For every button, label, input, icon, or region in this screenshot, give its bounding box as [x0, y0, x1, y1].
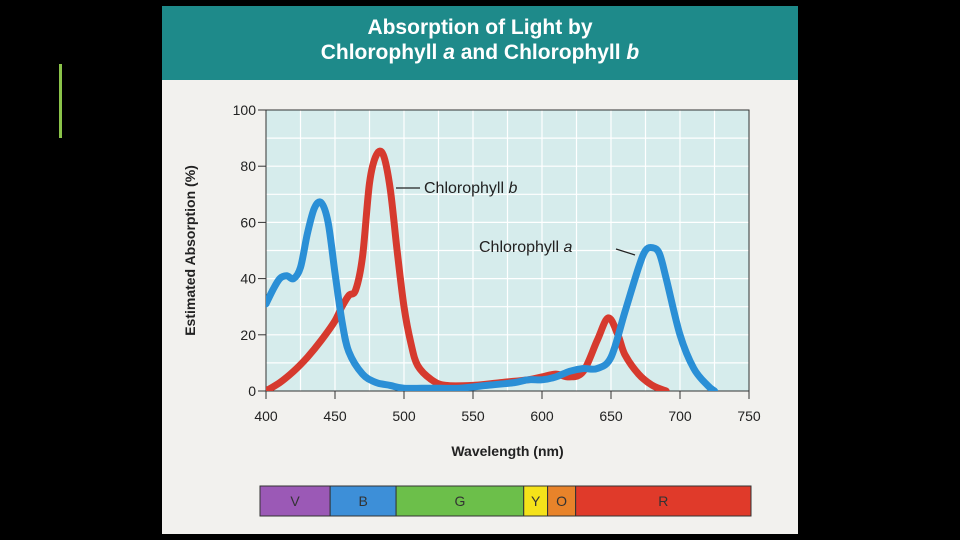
annotation-chlorophyll-b: Chlorophyll b — [424, 180, 517, 197]
annotation-chlorophyll-b-text: Chlorophyll — [424, 180, 508, 197]
x-tick-label: 650 — [599, 408, 623, 424]
chart-title-part: b — [626, 41, 640, 64]
annotation-chlorophyll-a: Chlorophyll a — [479, 239, 572, 256]
chart-title-line-2: Chlorophyll a and Chlorophyll b — [162, 41, 798, 65]
chart-title-part: a — [443, 41, 455, 64]
x-axis-label: Wavelength (nm) — [451, 443, 563, 459]
spectrum-segment-v — [259, 485, 331, 517]
y-tick-label: 0 — [248, 383, 256, 399]
y-tick-label: 20 — [240, 327, 256, 343]
y-axis-label: Estimated Absorption (%) — [182, 165, 198, 336]
series-line-chlorophyll-a — [266, 198, 718, 391]
spectrum-label-y: Y — [531, 493, 541, 509]
x-tick-label: 600 — [530, 408, 554, 424]
x-tick-label: 400 — [254, 408, 278, 424]
slide: Absorption of Light by Chlorophyll a and… — [162, 6, 798, 534]
accent-bar — [59, 64, 62, 138]
x-tick-label: 750 — [737, 408, 761, 424]
spectrum-segment-r — [575, 485, 752, 517]
title-band: Absorption of Light by Chlorophyll a and… — [162, 6, 798, 80]
x-tick-label: 550 — [461, 408, 485, 424]
absorption-chart: 0 20 40 60 80 100 400 450 500 550 600 650 700 750 Wave… — [182, 102, 761, 517]
annotation-chlorophyll-b-italic: b — [508, 180, 517, 197]
y-tick-label: 60 — [240, 214, 256, 230]
annotation-chlorophyll-a-leader — [615, 248, 636, 256]
spectrum-label-g: G — [454, 493, 465, 509]
y-tick-label: 80 — [240, 158, 256, 174]
x-tick-label: 700 — [668, 408, 692, 424]
y-tick-label: 100 — [233, 102, 257, 118]
spectrum-label-b: B — [358, 493, 367, 509]
y-tick-label: 40 — [240, 271, 256, 287]
annotation-chlorophyll-a-text: Chlorophyll — [479, 239, 563, 256]
annotation-chlorophyll-a-italic: a — [563, 239, 572, 256]
spectrum-segment-o — [547, 485, 577, 517]
chart-title-part: and Chlorophyll — [454, 41, 627, 64]
plot-frame — [265, 109, 750, 392]
spectrum-label-r: R — [658, 493, 668, 509]
spectrum-label-o: O — [556, 493, 567, 509]
chart-title-part: Chlorophyll — [320, 41, 444, 64]
x-tick-label: 500 — [392, 408, 416, 424]
x-tick-label: 450 — [323, 408, 347, 424]
spectrum-segment-b — [329, 485, 397, 517]
spectrum-segment-g — [395, 485, 525, 517]
spectrum-label-v: V — [290, 493, 300, 509]
chart-title-line-1: Absorption of Light by — [367, 16, 593, 39]
